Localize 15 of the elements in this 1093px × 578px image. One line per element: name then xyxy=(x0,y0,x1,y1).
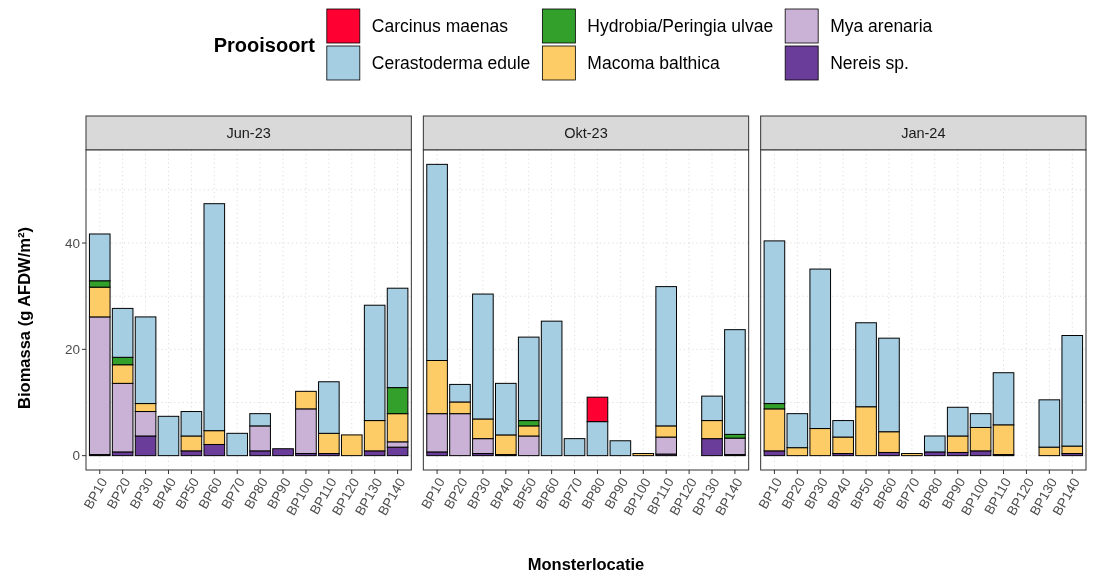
legend-label: Carcinus maenas xyxy=(371,16,509,37)
legend-label: Hydrobia/Peringia ulvae xyxy=(587,16,774,37)
y-axis-title: Biomassa (g AFDW/m²) xyxy=(14,227,33,409)
chart-title: Jan-24 xyxy=(901,125,946,142)
legend-label: Macoma balthica xyxy=(587,53,720,74)
y-tick-label: 20 xyxy=(64,342,80,358)
legend-label: Mya arenaria xyxy=(830,16,933,37)
y-tick-label: 0 xyxy=(72,448,80,464)
y-tick-label: 40 xyxy=(64,235,80,251)
legend-title: Prooisoort xyxy=(213,33,316,56)
legend-label: Cerastoderma edule xyxy=(371,53,531,74)
chart-title: Okt-23 xyxy=(564,125,608,142)
chart-title: Jun-23 xyxy=(226,125,271,142)
x-axis-title: Monsterlocatie xyxy=(527,555,645,573)
legend-label: Nereis sp. xyxy=(830,53,909,74)
